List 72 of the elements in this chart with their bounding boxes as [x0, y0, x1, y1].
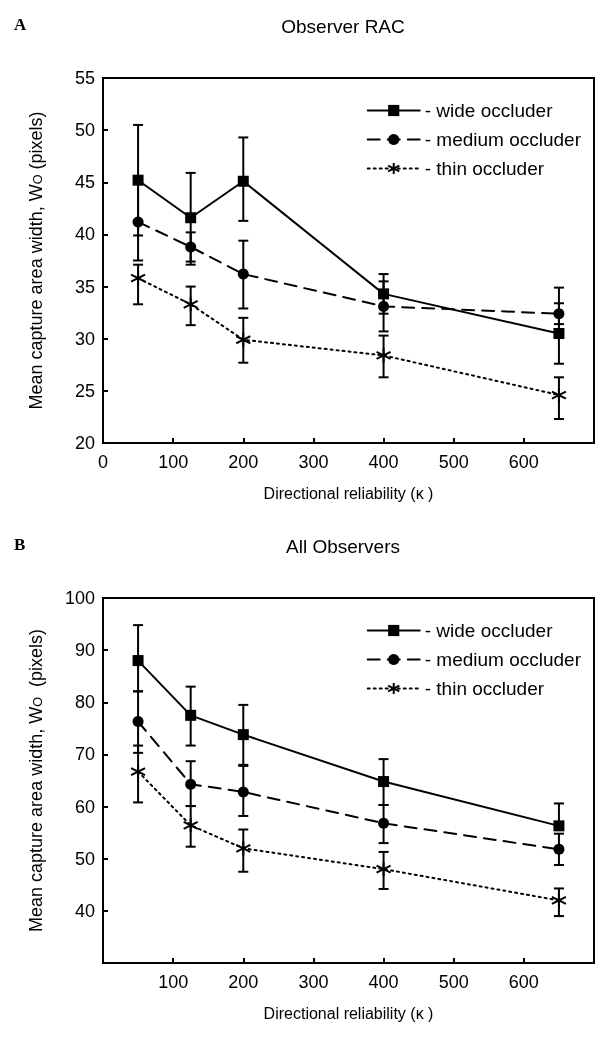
point [182, 296, 199, 313]
x-tick-label: 400 [368, 452, 399, 472]
point [235, 331, 252, 348]
x-axis-title: Directional reliability (κ ) [263, 484, 434, 502]
legend-label: - medium occluder [424, 649, 582, 670]
y-tick-label: 60 [74, 796, 95, 817]
y-tick-label: 90 [74, 640, 95, 661]
text: A [14, 15, 27, 34]
y-tick-label: 100 [64, 588, 95, 608]
chart-title: Observer RAC [281, 16, 405, 37]
point [132, 716, 144, 728]
point [132, 216, 144, 228]
legend-label: - wide occluder [424, 100, 554, 121]
point [185, 212, 197, 224]
point [378, 776, 390, 788]
point [553, 308, 565, 320]
y-tick-label: 45 [74, 172, 95, 193]
x-tick-label: 0 [97, 452, 109, 472]
y-axis-title: Mean capture area width, WO (pixels) [26, 629, 46, 932]
legend-label: - medium occluder [424, 129, 582, 150]
x-tick-label: 400 [368, 972, 399, 992]
chart-title: All Observers [285, 536, 401, 557]
point [553, 820, 565, 832]
x-tick-label: 500 [438, 972, 469, 992]
x-tick-label: 300 [298, 972, 329, 992]
x-tick-label: 600 [508, 452, 539, 472]
x-tick-label: 600 [508, 972, 539, 992]
x-tick-label: 500 [438, 452, 469, 472]
y-tick-label: 50 [74, 120, 95, 141]
x-tick-label: 100 [158, 972, 189, 992]
point [378, 300, 390, 312]
x-tick-label: 200 [228, 452, 259, 472]
point [550, 387, 567, 404]
point [375, 347, 392, 364]
y-tick-label: 70 [74, 744, 95, 765]
legend-label: - thin occluder [424, 158, 545, 179]
y-tick-label: 35 [74, 276, 95, 297]
point [237, 729, 249, 741]
point [375, 861, 392, 878]
point [237, 786, 249, 798]
x-tick-label: 200 [228, 972, 259, 992]
y-tick-label: 25 [74, 380, 95, 401]
y-tick-label: 20 [74, 433, 95, 453]
point [182, 817, 199, 834]
point [378, 817, 390, 829]
point [130, 270, 147, 287]
x-axis-title: Directional reliability (κ ) [263, 1004, 434, 1022]
y-tick-label: 50 [74, 848, 95, 869]
point [550, 892, 567, 909]
text: B [14, 535, 26, 554]
point [185, 241, 197, 253]
legend-label: - wide occluder [424, 620, 554, 641]
y-tick-label: 80 [74, 692, 95, 713]
point [237, 268, 249, 280]
legend-label: - thin occluder [424, 678, 545, 699]
point [378, 288, 390, 300]
point [130, 763, 147, 780]
point [553, 328, 565, 339]
point [235, 840, 252, 857]
point [237, 175, 249, 187]
y-axis-title: Mean capture area width, WO (pixels) [26, 111, 46, 410]
x-tick-label: 300 [298, 452, 329, 472]
x-tick-label: 100 [158, 452, 189, 472]
point [185, 709, 197, 721]
y-tick-label: 55 [74, 68, 95, 88]
y-tick-label: 40 [74, 900, 95, 921]
point [185, 778, 197, 790]
y-tick-label: 40 [74, 224, 95, 245]
point [553, 843, 565, 855]
y-tick-label: 30 [74, 328, 95, 349]
point [132, 655, 144, 667]
point [132, 174, 144, 186]
